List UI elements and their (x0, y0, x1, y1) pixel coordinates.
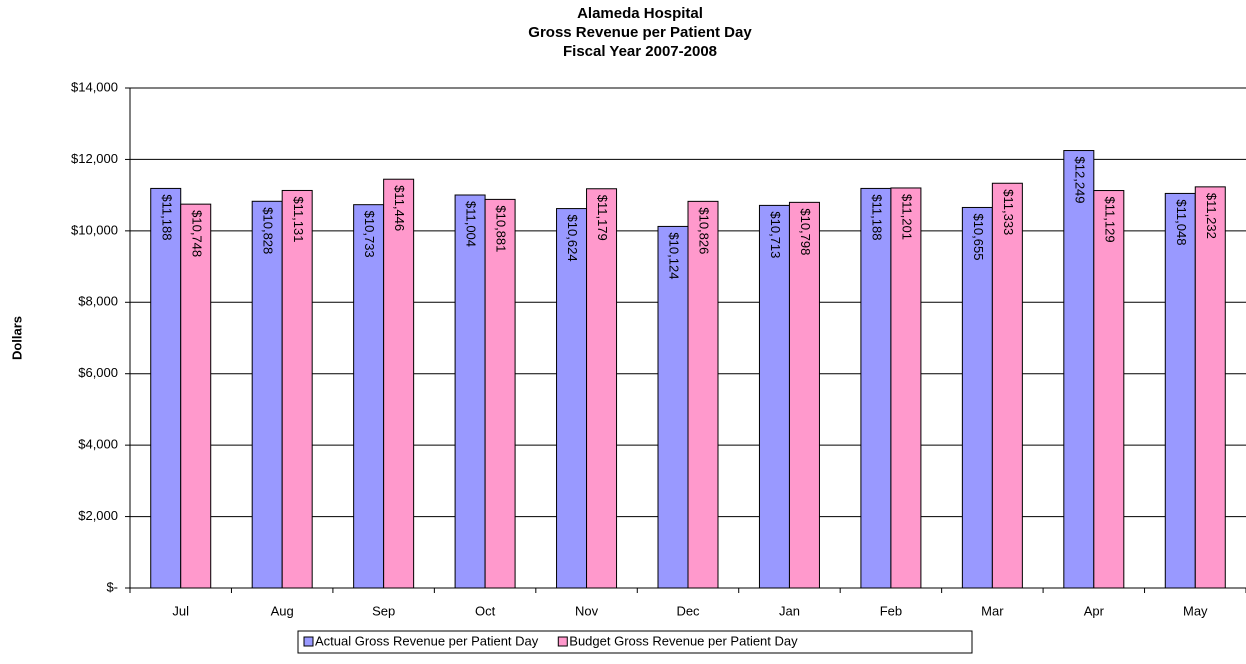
data-label: $11,131 (291, 196, 306, 242)
bar (788, 201, 820, 589)
legend-swatch (557, 636, 568, 647)
bar (860, 187, 892, 589)
data-label: $11,048 (1174, 199, 1189, 245)
bar (1164, 192, 1196, 589)
bar (961, 206, 993, 589)
x-tick-label: Nov (575, 603, 599, 618)
y-axis-label: Dollars (9, 316, 24, 360)
data-label: $11,004 (464, 201, 479, 247)
y-tick-label: $2,000 (78, 508, 118, 523)
bar (657, 225, 689, 589)
bar (353, 204, 385, 589)
bar (484, 198, 516, 589)
data-label: $11,188 (159, 194, 174, 240)
x-tick-label: Jul (172, 603, 189, 618)
legend-swatch (303, 636, 314, 647)
data-label: $10,124 (667, 232, 682, 279)
bar (556, 208, 588, 589)
x-tick-label: Jan (779, 603, 800, 618)
bar (687, 200, 719, 589)
bar (454, 194, 486, 589)
bar (383, 178, 415, 589)
data-label: $10,748 (189, 210, 204, 257)
x-tick-label: Sep (372, 603, 395, 618)
legend-label: Budget Gross Revenue per Patient Day (569, 633, 798, 648)
x-tick-label: Dec (676, 603, 700, 618)
y-tick-label: $8,000 (78, 294, 118, 309)
x-tick-label: Mar (981, 603, 1004, 618)
y-tick-label: $10,000 (71, 222, 118, 237)
data-label: $11,201 (899, 194, 914, 240)
data-label: $12,249 (1072, 157, 1087, 204)
data-label: $11,232 (1204, 193, 1219, 239)
data-label: $10,828 (261, 207, 276, 254)
bar (890, 187, 922, 589)
x-tick-label: May (1183, 603, 1208, 618)
data-label: $11,129 (1102, 197, 1117, 243)
x-tick-label: Apr (1084, 603, 1105, 618)
chart-title: Alameda Hospital (577, 5, 703, 22)
data-label: $10,655 (971, 213, 986, 260)
chart-title: Gross Revenue per Patient Day (528, 24, 752, 41)
bar (150, 187, 182, 589)
bar (251, 200, 283, 589)
data-label: $10,733 (362, 211, 377, 258)
bar (281, 189, 313, 589)
bar (758, 204, 790, 589)
x-tick-label: Oct (475, 603, 496, 618)
y-tick-label: $- (106, 579, 118, 594)
data-label: $10,624 (565, 215, 580, 262)
x-tick-label: Feb (880, 603, 902, 618)
bar (1063, 150, 1095, 589)
y-tick-label: $12,000 (71, 151, 118, 166)
data-label: $11,179 (595, 195, 610, 241)
legend-box (297, 630, 973, 654)
data-label: $11,333 (1001, 189, 1016, 235)
data-label: $11,188 (869, 194, 884, 240)
data-label: $10,826 (697, 207, 712, 254)
x-tick-label: Aug (271, 603, 294, 618)
bar (1194, 186, 1226, 589)
data-label: $10,798 (798, 208, 813, 255)
bar (586, 188, 618, 589)
legend-label: Actual Gross Revenue per Patient Day (315, 633, 539, 648)
bar (180, 203, 212, 589)
chart-title: Fiscal Year 2007-2008 (563, 43, 717, 60)
bar (991, 182, 1023, 589)
bar (1093, 190, 1125, 589)
data-label: $10,881 (494, 205, 509, 252)
y-tick-label: $6,000 (78, 365, 118, 380)
data-label: $10,713 (768, 211, 783, 258)
data-label: $11,446 (392, 185, 407, 231)
y-tick-label: $4,000 (78, 437, 118, 452)
y-tick-label: $14,000 (71, 79, 118, 94)
